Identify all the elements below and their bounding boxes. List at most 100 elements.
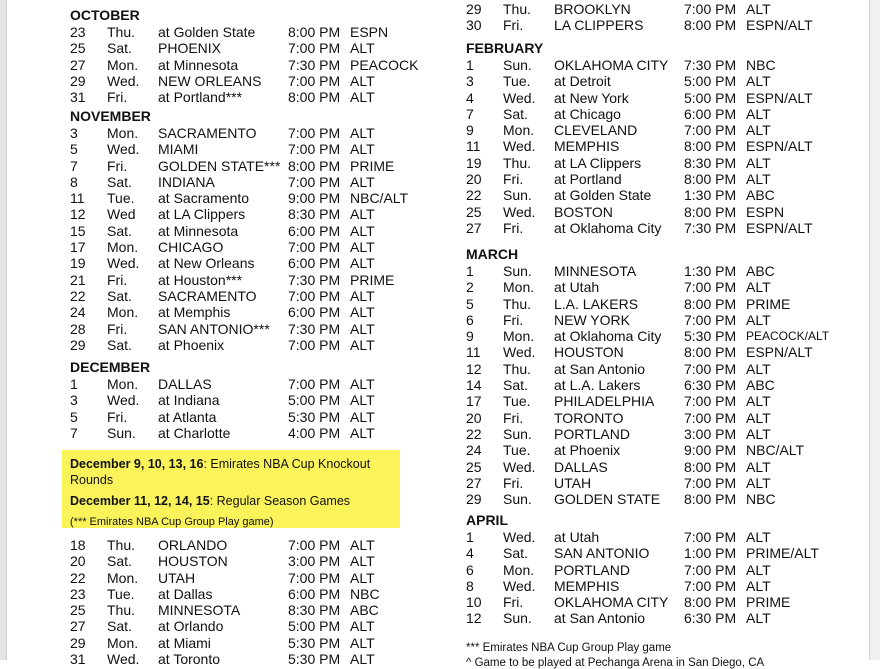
game-time: 9:00 PM — [684, 442, 737, 459]
game-time: 1:30 PM — [684, 263, 737, 279]
game-time: 7:30 PM — [684, 219, 737, 236]
game-opponent: at Minnesota — [158, 56, 239, 73]
game-date: 31 — [70, 89, 86, 106]
game-day: Tue. — [503, 393, 531, 410]
game-time: 7:00 PM — [288, 173, 341, 190]
month-heading: FEBRUARY — [466, 40, 544, 56]
note-dates-regular: December 11, 12, 14, 15 — [70, 494, 210, 508]
game-row: 25 Sat. PHOENIX 7:00 PM ALT — [70, 40, 375, 57]
game-time: 7:00 PM — [684, 561, 737, 578]
game-date: 10 — [466, 594, 482, 611]
game-network: PRIME — [746, 295, 791, 312]
game-time: 7:30 PM — [684, 57, 737, 73]
game-row: 9 Mon. CLEVELAND 7:00 PM ALT — [466, 122, 771, 139]
game-row: 8 Sat. INDIANA 7:00 PM ALT — [70, 174, 375, 190]
game-date: 1 — [466, 263, 474, 279]
game-day: Wed — [107, 206, 136, 223]
game-time: 7:00 PM — [684, 393, 737, 410]
game-network: ALT — [746, 425, 771, 442]
game-opponent: MEMPHIS — [554, 577, 620, 594]
game-time: 7:00 PM — [288, 376, 341, 392]
game-day: Fri. — [107, 89, 128, 106]
game-day: Sun. — [107, 424, 136, 441]
game-opponent: SAN ANTONIO — [554, 545, 650, 562]
game-day: Thu. — [107, 537, 136, 553]
game-day: Mon. — [107, 634, 139, 651]
game-time: 7:00 PM — [288, 72, 341, 89]
game-row: 29 Sun. GOLDEN STATE 8:00 PM NBC — [466, 491, 776, 507]
game-day: Wed. — [503, 138, 536, 155]
game-opponent: at Utah — [554, 529, 600, 545]
game-time: 7:00 PM — [684, 311, 737, 328]
game-time: 6:30 PM — [684, 610, 737, 627]
game-row: 27 Fri. UTAH 7:00 PM ALT — [466, 475, 771, 491]
game-row: 22 Sun. at Golden State 1:30 PM ABC — [466, 187, 775, 203]
game-network: NBC/ALT — [350, 190, 409, 207]
game-time: 7:30 PM — [288, 320, 341, 337]
game-row: 7 Fri. GOLDEN STATE*** 8:00 PM PRIME — [70, 158, 394, 174]
game-date: 14 — [466, 377, 482, 394]
game-network: NBC — [746, 491, 776, 508]
game-opponent: CHICAGO — [158, 239, 224, 256]
game-date: 25 — [70, 40, 86, 57]
game-opponent: DALLAS — [554, 458, 608, 475]
game-time: 7:30 PM — [288, 56, 341, 73]
game-date: 12 — [70, 206, 86, 223]
game-row: 14 Sat. at L.A. Lakers 6:30 PM ABC — [466, 377, 775, 394]
game-time: 7:00 PM — [288, 287, 341, 304]
game-date: 29 — [466, 1, 482, 17]
game-network: ESPN/ALT — [746, 17, 813, 34]
month-heading: APRIL — [466, 512, 508, 528]
game-network: ALT — [350, 173, 375, 190]
game-opponent: at San Antonio — [554, 360, 646, 377]
game-network: PEACOCK/ALT — [746, 329, 830, 344]
game-time: 5:00 PM — [288, 618, 341, 635]
game-network: ALT — [350, 553, 375, 570]
note-knockout-text: : Emirates NBA Cup Knockout Rounds — [70, 457, 371, 487]
game-date: 28 — [70, 320, 86, 337]
game-day: Thu. — [107, 602, 136, 619]
game-day: Fri. — [503, 311, 524, 328]
game-day: Fri. — [107, 271, 128, 288]
game-date: 19 — [466, 154, 482, 171]
game-time: 7:00 PM — [288, 569, 341, 586]
game-time: 8:00 PM — [684, 138, 737, 155]
game-opponent: SACRAMENTO — [158, 125, 257, 141]
game-date: 9 — [466, 122, 474, 139]
game-time: 7:00 PM — [684, 577, 737, 594]
game-row: 31 Fri. at Portland*** 8:00 PM ALT — [70, 89, 375, 106]
month-section: DECEMBER 1 Mon. DALLAS 7:00 PM ALT 3 Wed. at Ind… — [70, 359, 375, 441]
game-date: 9 — [466, 328, 474, 345]
game-row: 5 Fri. at Atlanta 5:30 PM ALT — [70, 409, 375, 425]
game-day: Mon. — [503, 279, 535, 296]
game-network: ALT — [746, 171, 771, 188]
game-opponent: at L.A. Lakers — [554, 377, 641, 394]
game-day: Wed. — [503, 203, 536, 220]
game-opponent: BROOKLYN — [554, 1, 631, 17]
game-date: 4 — [466, 89, 474, 106]
game-date: 18 — [70, 537, 86, 553]
game-network: ALT — [746, 409, 771, 426]
game-time: 6:00 PM — [288, 222, 341, 239]
game-row: 27 Mon. at Minnesota 7:30 PM PEACOCK — [70, 56, 418, 73]
game-time: 4:00 PM — [288, 424, 341, 441]
game-day: Thu. — [503, 154, 532, 171]
month-heading: DECEMBER — [70, 359, 151, 375]
game-network: ALT — [350, 320, 375, 337]
game-row: 11 Wed. MEMPHIS 8:00 PM ESPN/ALT — [466, 138, 813, 155]
game-network: ESPN/ALT — [746, 344, 813, 361]
game-network: PRIME — [350, 157, 395, 174]
game-date: 27 — [70, 56, 86, 73]
game-day: Mon. — [107, 56, 139, 73]
game-day: Wed. — [503, 577, 536, 594]
game-opponent: GOLDEN STATE — [554, 491, 661, 508]
game-time: 8:00 PM — [684, 203, 737, 220]
game-row: 15 Sat. at Minnesota 6:00 PM ALT — [70, 223, 375, 239]
game-network: ALT — [350, 537, 375, 553]
game-opponent: ORLANDO — [158, 537, 228, 553]
game-date: 27 — [466, 219, 482, 236]
game-time: 8:30 PM — [288, 602, 341, 619]
game-row: 27 Fri. at Oklahoma City 7:30 PM ESPN/ALT — [466, 219, 813, 236]
month-heading: MARCH — [466, 246, 519, 262]
game-row: 25 Wed. BOSTON 8:00 PM ESPN — [466, 203, 784, 220]
